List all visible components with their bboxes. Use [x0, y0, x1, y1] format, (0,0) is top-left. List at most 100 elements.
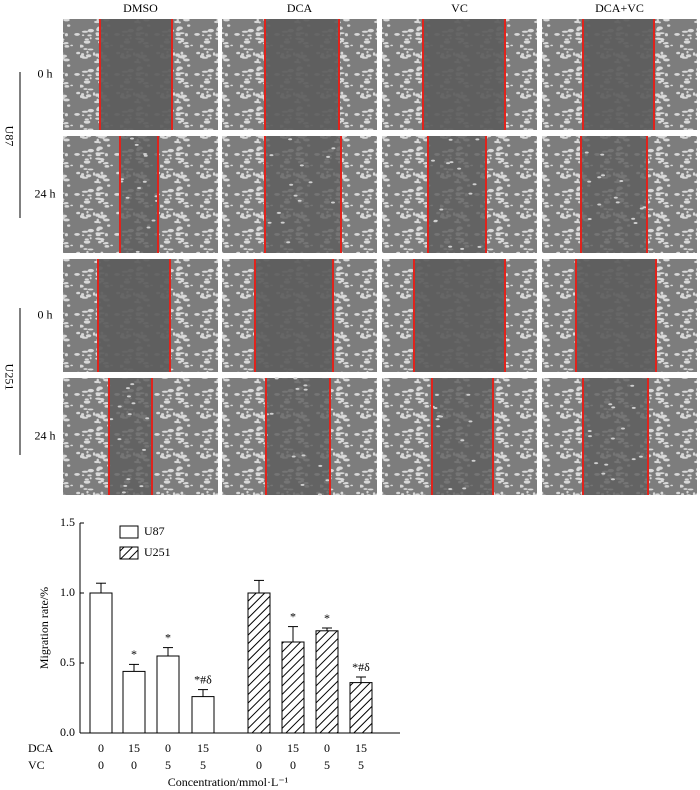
migrated-cell	[448, 488, 453, 491]
migrated-cell	[448, 245, 453, 248]
x-row-value: 0	[98, 758, 104, 772]
column-label: DCA+VC	[595, 1, 644, 15]
migrated-cell	[601, 472, 606, 475]
migrated-cell	[295, 387, 300, 390]
migrated-cell	[117, 405, 122, 408]
migrated-cell	[468, 420, 473, 423]
migrated-cell	[433, 407, 438, 410]
migrated-cell	[594, 462, 599, 465]
migrated-cell	[619, 179, 624, 182]
migrated-cell	[601, 174, 606, 177]
bar	[349, 682, 373, 734]
migrated-cell	[293, 377, 298, 380]
scratch-gap	[428, 136, 486, 253]
scratch-gap	[266, 378, 330, 495]
scratch-gap	[576, 259, 656, 372]
migrated-cell	[460, 439, 465, 442]
migrated-cell	[631, 217, 636, 220]
x-axis-label: Concentration/mmol·L⁻¹	[168, 775, 289, 789]
migrated-cell	[326, 155, 331, 158]
migrated-cell	[127, 413, 132, 416]
migrated-cell	[123, 484, 128, 487]
legend-swatch	[119, 546, 139, 560]
migrated-cell	[462, 487, 467, 490]
migrated-cell	[143, 153, 148, 156]
migrated-cell	[325, 479, 330, 482]
migrated-cell	[126, 395, 131, 398]
migrated-cell	[126, 478, 131, 481]
migrated-cell	[303, 388, 308, 391]
scratch-gap	[255, 259, 333, 372]
legend-swatch	[119, 525, 139, 539]
y-tick-label: 1.0	[60, 585, 75, 599]
migrated-cell	[587, 430, 592, 433]
bar	[156, 655, 180, 734]
migrated-cell	[638, 455, 643, 458]
migrated-cell	[430, 159, 435, 162]
x-row-value: 15	[128, 741, 140, 755]
scratch-gap	[414, 259, 505, 372]
migrated-cell	[633, 221, 638, 224]
migrated-cell	[584, 151, 589, 154]
scratch-gap	[109, 378, 152, 495]
migrated-cell	[131, 402, 136, 405]
migrated-cell	[331, 147, 336, 150]
x-row-value: 0	[256, 741, 262, 755]
scratch-gap	[581, 136, 647, 253]
group-label: U251	[2, 364, 16, 391]
migrated-cell	[293, 194, 298, 197]
migrated-cell	[604, 463, 609, 466]
scratch-gap	[98, 259, 170, 372]
migrated-cell	[330, 201, 335, 204]
x-row-value: 0	[290, 758, 296, 772]
migrated-cell	[137, 186, 142, 189]
scratch-gap	[265, 19, 339, 130]
legend-label: U251	[144, 545, 171, 559]
migrated-cell	[303, 384, 308, 387]
migrated-cell	[610, 478, 615, 481]
migrated-cell	[475, 138, 480, 141]
migrated-cell	[267, 221, 272, 224]
migrated-cell	[631, 406, 636, 409]
bar	[315, 630, 339, 734]
migrated-cell	[125, 196, 130, 199]
migrated-cell	[597, 203, 602, 206]
row-label: 24 h	[35, 186, 56, 200]
legend-label: U87	[144, 524, 165, 538]
migrated-cell	[439, 208, 444, 211]
x-row-value: 5	[165, 758, 171, 772]
migrated-cell	[134, 143, 139, 146]
migrated-cell	[299, 164, 304, 167]
migrated-cell	[125, 387, 130, 390]
scratch-gap	[423, 19, 505, 130]
significance-label: *	[324, 611, 330, 625]
migrated-cell	[631, 458, 636, 461]
scratch-gap	[100, 19, 172, 130]
migrated-cell	[446, 162, 451, 165]
column-label: VC	[451, 1, 468, 15]
column-label: DMSO	[123, 1, 158, 15]
x-row-value: 15	[287, 741, 299, 755]
migrated-cell	[145, 417, 150, 420]
x-row-label: DCA	[28, 741, 54, 755]
bar	[122, 670, 146, 734]
x-row-value: 0	[98, 741, 104, 755]
x-row-value: 0	[131, 758, 137, 772]
column-label: DCA	[287, 1, 313, 15]
migrated-cell	[477, 245, 482, 248]
y-axis-label: Migration rate/%	[37, 587, 51, 669]
migrated-cell	[297, 199, 302, 202]
row-label: 0 h	[38, 66, 53, 80]
x-row-value: 5	[324, 758, 330, 772]
migrated-cell	[139, 485, 144, 488]
migrated-cell	[117, 438, 122, 441]
migrated-cell	[613, 196, 618, 199]
migrated-cell	[608, 403, 613, 406]
y-tick-label: 0.0	[60, 725, 75, 739]
migrated-cell	[300, 483, 305, 486]
migrated-cell	[276, 211, 281, 214]
migrated-cell	[434, 393, 439, 396]
migrated-cell	[471, 459, 476, 462]
migrated-cell	[587, 180, 592, 183]
